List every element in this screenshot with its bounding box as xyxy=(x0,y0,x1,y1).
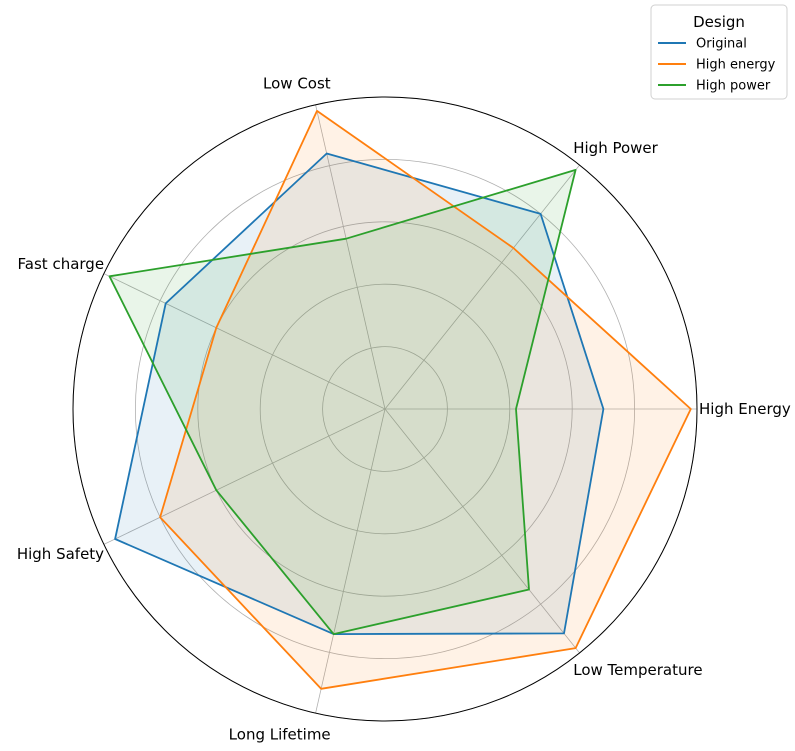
legend-label: High energy xyxy=(696,58,776,73)
grid-spoke xyxy=(315,104,386,410)
legend-frame xyxy=(650,4,788,100)
axis-label: High Power xyxy=(573,139,658,157)
series-fill-high-power xyxy=(109,169,576,635)
axis-label: High Energy xyxy=(699,400,791,418)
legend: Design Original High energy High power xyxy=(650,4,788,100)
series-line-high-power xyxy=(108,168,577,635)
axis-label: Long Lifetime xyxy=(229,726,331,744)
grid-spoke xyxy=(384,164,580,410)
legend-label: High power xyxy=(696,79,771,94)
axis-labels: High Energy High Power Low Cost Fast charge… xyxy=(17,74,791,743)
axis-label: Fast charge xyxy=(18,255,105,273)
grid-spoke xyxy=(103,273,386,410)
axis-label: Low Temperature xyxy=(573,661,702,679)
grid-spoke xyxy=(103,408,386,545)
series-lines xyxy=(108,110,692,690)
legend-entries: Original High energy High power xyxy=(658,37,776,94)
axis-label: High Safety xyxy=(17,545,104,563)
grid-spoke xyxy=(384,408,580,654)
legend-label: Original xyxy=(696,37,747,52)
grid-spoke xyxy=(315,408,386,714)
legend-title: Design xyxy=(693,13,745,31)
axis-label: Low Cost xyxy=(263,74,331,92)
radar-outer-frame xyxy=(72,96,698,722)
series-line-high-energy xyxy=(159,110,692,690)
series-fill-original xyxy=(115,153,604,635)
series-fills xyxy=(109,110,691,689)
series-line-original xyxy=(114,152,605,635)
series-fill-high-energy xyxy=(160,110,691,689)
